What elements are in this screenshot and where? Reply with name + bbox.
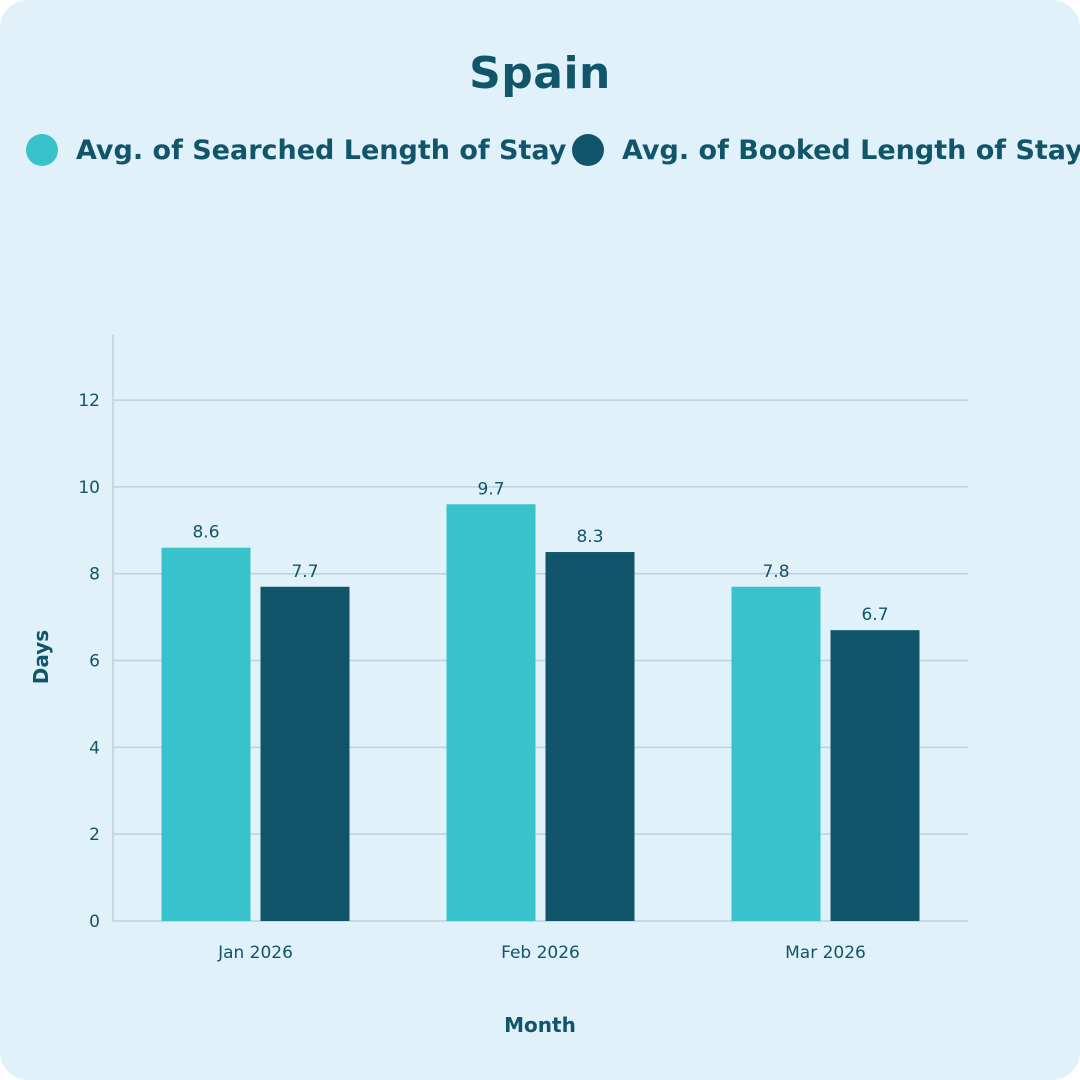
x-tick-label: Mar 2026 — [785, 943, 866, 963]
y-tick-label: 6 — [89, 652, 100, 672]
data-label: 8.3 — [576, 527, 603, 547]
data-label: 6.7 — [861, 605, 888, 625]
y-tick-label: 2 — [89, 825, 100, 845]
data-label: 9.7 — [477, 479, 504, 499]
y-axis-title: Days — [29, 630, 53, 684]
y-tick-label: 0 — [89, 912, 100, 932]
x-tick-label: Feb 2026 — [501, 943, 580, 963]
legend-dot-searched — [26, 134, 58, 166]
y-tick-label: 8 — [89, 565, 100, 585]
bar-searched[interactable] — [446, 504, 536, 921]
bar-searched[interactable] — [731, 586, 821, 921]
legend-dot-booked — [572, 134, 604, 166]
legend-item-searched[interactable]: Avg. of Searched Length of Stay — [26, 130, 566, 170]
bar-searched[interactable] — [161, 547, 251, 921]
x-tick-label: Jan 2026 — [217, 943, 293, 963]
legend-label-booked: Avg. of Booked Length of Stay — [622, 134, 1080, 166]
bar-booked[interactable] — [830, 630, 920, 921]
chart-title: Spain — [469, 48, 611, 99]
bar-booked[interactable] — [260, 586, 350, 921]
legend-label-searched: Avg. of Searched Length of Stay — [76, 134, 567, 166]
data-label: 7.7 — [291, 562, 318, 582]
legend-item-booked[interactable]: Avg. of Booked Length of Stay — [572, 130, 1080, 170]
data-label: 8.6 — [192, 523, 219, 543]
bars — [161, 504, 920, 921]
labels: 0 2 4 6 8 10 12 8.6 7.7 Jan 2026 9.7 8.3 Feb 2026 7.8… — [78, 391, 888, 963]
y-tick-label: 12 — [78, 391, 100, 411]
axes — [112, 335, 968, 922]
bar-booked[interactable] — [545, 552, 635, 921]
x-axis-title: Month — [504, 1013, 576, 1037]
y-tick-label: 10 — [78, 478, 100, 498]
data-label: 7.8 — [762, 562, 789, 582]
gridlines — [113, 399, 968, 835]
y-tick-label: 4 — [89, 738, 100, 758]
